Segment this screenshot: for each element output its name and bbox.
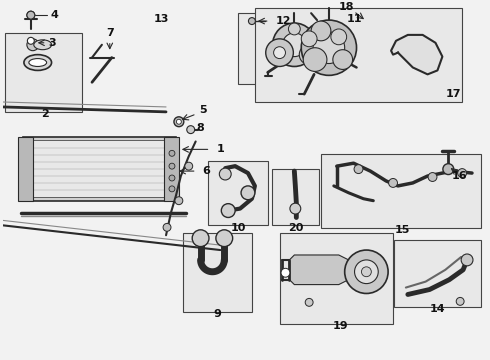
Polygon shape	[33, 140, 164, 197]
Bar	[255, 8, 462, 102]
Circle shape	[333, 50, 353, 69]
Circle shape	[461, 254, 473, 266]
Circle shape	[248, 18, 255, 24]
Text: 1: 1	[217, 144, 224, 154]
Circle shape	[301, 20, 357, 75]
Text: 12: 12	[276, 16, 291, 26]
Text: 17: 17	[445, 89, 461, 99]
Text: 18: 18	[339, 2, 354, 12]
Bar	[394, 240, 481, 307]
Circle shape	[169, 150, 175, 156]
Circle shape	[456, 297, 464, 305]
Text: 5: 5	[199, 105, 206, 115]
Text: 4: 4	[50, 10, 58, 20]
Circle shape	[216, 230, 233, 247]
Circle shape	[169, 175, 175, 181]
Circle shape	[299, 45, 319, 64]
Polygon shape	[290, 255, 348, 285]
Circle shape	[305, 298, 313, 306]
Circle shape	[355, 260, 378, 284]
Text: 3: 3	[49, 38, 56, 48]
Text: 16: 16	[451, 171, 467, 181]
Bar	[238, 13, 355, 84]
Text: 11: 11	[347, 14, 362, 24]
Polygon shape	[164, 136, 179, 201]
Circle shape	[301, 31, 317, 47]
Text: 7: 7	[106, 28, 114, 38]
Text: 2: 2	[41, 109, 49, 119]
Circle shape	[443, 164, 454, 175]
Bar	[208, 161, 268, 225]
Circle shape	[169, 186, 175, 192]
Circle shape	[362, 267, 371, 277]
Text: 15: 15	[394, 225, 410, 235]
Circle shape	[163, 224, 171, 231]
Circle shape	[192, 230, 209, 247]
Circle shape	[313, 32, 344, 63]
Ellipse shape	[24, 55, 51, 71]
Text: 6: 6	[202, 166, 210, 176]
Circle shape	[273, 47, 286, 59]
Circle shape	[311, 21, 331, 41]
Ellipse shape	[29, 59, 47, 67]
Bar	[183, 233, 252, 312]
Circle shape	[27, 11, 35, 19]
Circle shape	[175, 197, 183, 204]
Circle shape	[458, 168, 466, 177]
Circle shape	[241, 186, 255, 200]
Text: 13: 13	[153, 14, 169, 24]
Circle shape	[428, 172, 437, 181]
Polygon shape	[18, 136, 33, 201]
Bar	[5, 33, 82, 112]
Circle shape	[176, 119, 181, 124]
Circle shape	[303, 48, 327, 71]
Polygon shape	[391, 35, 442, 75]
Circle shape	[281, 268, 290, 277]
Text: 9: 9	[214, 309, 221, 319]
Circle shape	[266, 39, 294, 67]
Circle shape	[27, 39, 39, 51]
Circle shape	[187, 126, 195, 134]
Text: 14: 14	[430, 304, 445, 314]
Circle shape	[27, 37, 34, 44]
Text: 19: 19	[333, 321, 348, 331]
Text: 10: 10	[230, 223, 246, 233]
Text: 8: 8	[196, 123, 204, 133]
Circle shape	[354, 165, 363, 174]
Circle shape	[185, 162, 193, 170]
Circle shape	[27, 11, 35, 19]
Text: 20: 20	[288, 223, 303, 233]
Circle shape	[331, 29, 346, 45]
Circle shape	[272, 23, 316, 67]
Bar	[321, 154, 481, 228]
Circle shape	[344, 250, 388, 293]
Circle shape	[220, 168, 231, 180]
Bar	[271, 169, 319, 225]
Circle shape	[174, 117, 184, 127]
Circle shape	[169, 163, 175, 169]
Circle shape	[283, 33, 306, 57]
Polygon shape	[23, 136, 176, 201]
Circle shape	[221, 204, 235, 217]
Circle shape	[389, 179, 397, 187]
Circle shape	[290, 203, 301, 214]
Circle shape	[289, 23, 300, 35]
Bar	[279, 233, 393, 324]
Ellipse shape	[34, 40, 51, 50]
